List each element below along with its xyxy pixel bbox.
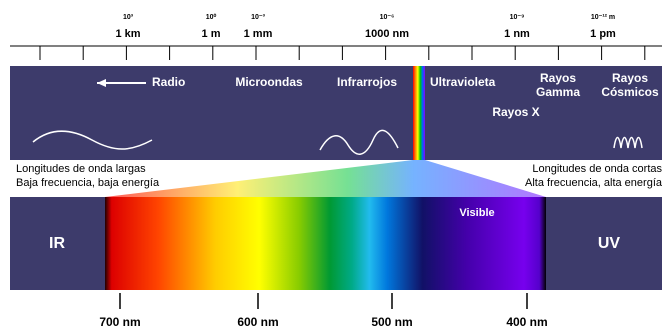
scale-exponent: 10⁻³	[251, 14, 265, 21]
band-label: Microondas	[235, 75, 303, 89]
scale-exponent: 10⁻⁹	[510, 14, 525, 21]
band-label: Radio	[152, 75, 185, 89]
scale-length: 1 nm	[504, 28, 530, 40]
side-note: Baja frecuencia, baja energía	[16, 177, 160, 189]
band-label: Ultravioleta	[430, 75, 496, 89]
band-label: Rayos X	[492, 105, 539, 119]
band-label: Infrarrojos	[337, 75, 397, 89]
visible-label: Visible	[459, 207, 494, 219]
band-label: Gamma	[536, 85, 580, 99]
side-note: Longitudes de onda largas	[16, 163, 146, 175]
side-note: Alta frecuencia, alta energía	[525, 177, 663, 189]
spectrum-diagram: Radio Microondas Infrarrojos Ultraviolet…	[0, 0, 672, 331]
wavelength-ticks: 700 nm 600 nm 500 nm 400 nm	[99, 293, 547, 329]
scale-length: 1 pm	[590, 28, 616, 40]
visible-fan	[105, 160, 546, 197]
scale-exponent: 10⁰	[206, 13, 217, 21]
wavelength-label: 500 nm	[371, 315, 412, 329]
side-note: Longitudes de onda cortas	[532, 163, 662, 175]
wavelength-label: 700 nm	[99, 315, 140, 329]
wavelength-label: 400 nm	[506, 315, 547, 329]
scale-ticks	[40, 46, 645, 60]
scale-length: 1 mm	[244, 28, 273, 40]
scale-exponent: 10⁻⁶	[380, 14, 395, 21]
band-label: Rayos	[540, 71, 576, 85]
scale-length: 1000 nm	[365, 28, 409, 40]
scale-exponent: 10³	[123, 14, 134, 21]
ir-label: IR	[49, 235, 65, 252]
visible-strip	[413, 66, 425, 160]
wavelength-label: 600 nm	[237, 315, 278, 329]
band-label: Cósmicos	[601, 85, 659, 99]
scale-exponent: 10⁻¹² m	[591, 14, 615, 21]
scale-length: 1 km	[115, 28, 140, 40]
scale-length: 1 m	[202, 28, 221, 40]
band-label: Rayos	[612, 71, 648, 85]
uv-label: UV	[598, 235, 621, 252]
